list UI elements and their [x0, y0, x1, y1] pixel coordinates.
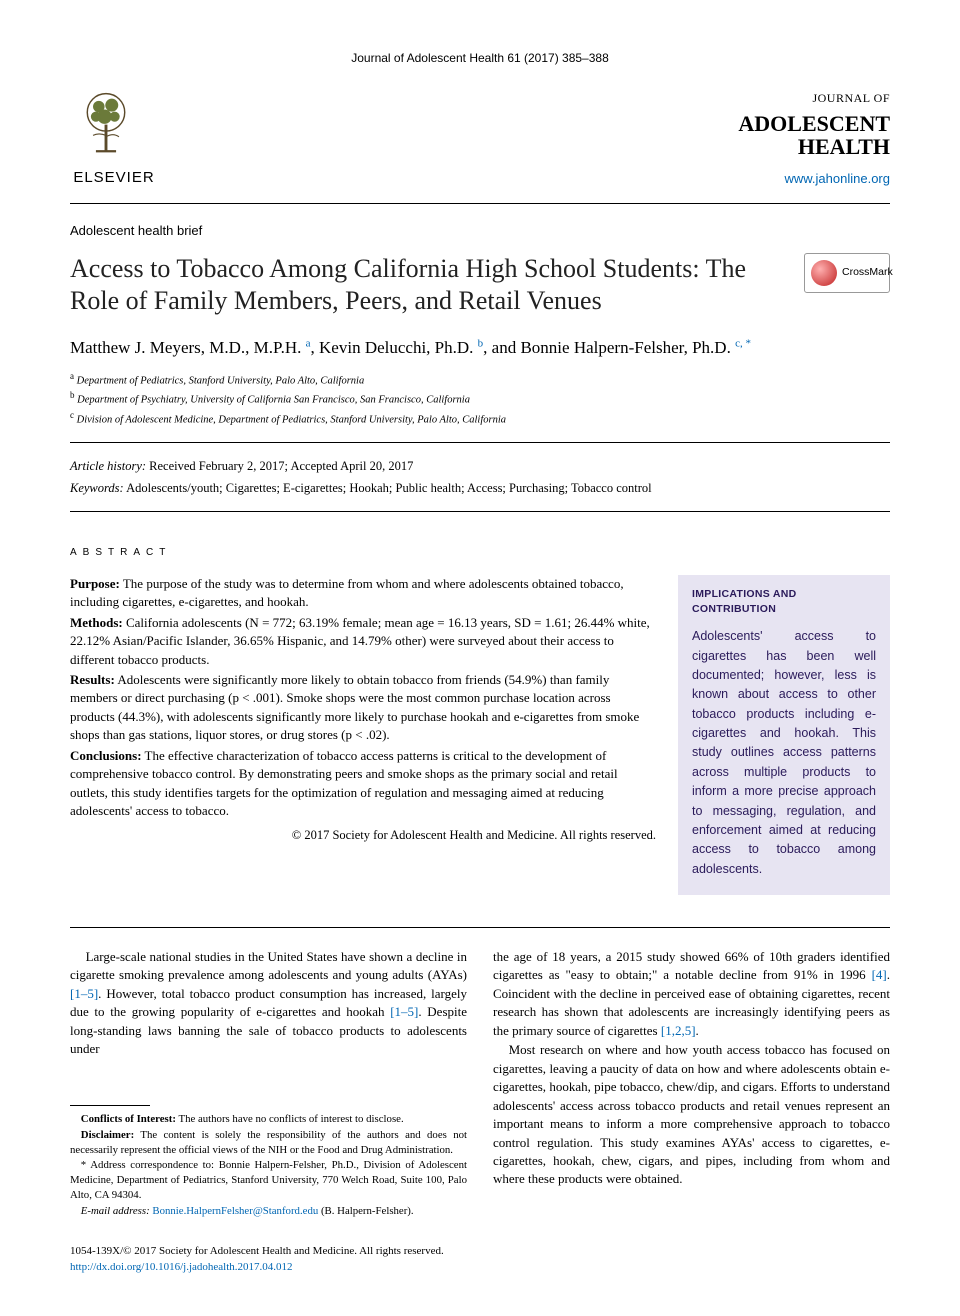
ref-link[interactable]: [1,2,5] — [661, 1023, 696, 1038]
crossmark-label: CrossMark — [842, 265, 893, 280]
conflicts-label: Conflicts of Interest: — [81, 1113, 176, 1125]
email-link[interactable]: Bonnie.HalpernFelsher@Stanford.edu — [152, 1205, 318, 1217]
keywords-line: Keywords: Adolescents/youth; Cigarettes;… — [70, 479, 890, 497]
journal-title-line1: ADOLESCENT — [738, 111, 890, 136]
abstract-copyright: © 2017 Society for Adolescent Health and… — [70, 827, 656, 845]
issn-line: 1054-139X/© 2017 Society for Adolescent … — [70, 1245, 444, 1257]
implications-box: IMPLICATIONS AND CONTRIBUTION Adolescent… — [678, 575, 890, 895]
body-paragraph-2: Most research on where and how youth acc… — [493, 1041, 890, 1189]
abs-results-label: Results: — [70, 672, 115, 687]
abs-methods-text: California adolescents (N = 772; 63.19% … — [70, 615, 650, 667]
affiliation-line: c Division of Adolescent Medicine, Depar… — [70, 409, 890, 428]
body-divider — [70, 927, 890, 928]
journal-block: JOURNAL OF ADOLESCENT HEALTH www.jahonli… — [738, 90, 890, 188]
masthead-row: ELSEVIER JOURNAL OF ADOLESCENT HEALTH ww… — [70, 85, 890, 203]
disclaimer-label: Disclaimer: — [81, 1129, 134, 1141]
affiliation-line: a Department of Pediatrics, Stanford Uni… — [70, 370, 890, 389]
article-type: Adolescent health brief — [70, 222, 890, 241]
body-columns: Large-scale national studies in the Unit… — [70, 948, 890, 1220]
ref-link[interactable]: [1–5] — [70, 986, 98, 1001]
publisher-name: ELSEVIER — [70, 167, 158, 189]
abs-methods-label: Methods: — [70, 615, 123, 630]
footnotes: Conflicts of Interest: The authors have … — [70, 1112, 467, 1219]
implications-text: Adolescents' access to cigarettes has be… — [692, 627, 876, 879]
abs-conclusions-label: Conclusions: — [70, 748, 142, 763]
elsevier-tree-icon — [70, 85, 142, 157]
crossmark-badge[interactable]: CrossMark — [804, 253, 890, 293]
journal-small-line: JOURNAL OF — [738, 90, 890, 107]
article-history: Article history: Received February 2, 20… — [70, 457, 890, 475]
abstract-heading: ABSTRACT — [70, 546, 890, 561]
divider — [70, 511, 890, 512]
abs-purpose-text: The purpose of the study was to determin… — [70, 576, 624, 609]
journal-url-link[interactable]: www.jahonline.org — [738, 170, 890, 189]
bottom-line: 1054-139X/© 2017 Society for Adolescent … — [70, 1244, 890, 1276]
running-head: Journal of Adolescent Health 61 (2017) 3… — [70, 50, 890, 67]
publisher-logo: ELSEVIER — [70, 85, 158, 188]
doi-link[interactable]: http://dx.doi.org/10.1016/j.jadohealth.2… — [70, 1261, 293, 1273]
body-paragraph-1b: the age of 18 years, a 2015 study showed… — [493, 948, 890, 1040]
abstract-body: Purpose: The purpose of the study was to… — [70, 575, 656, 845]
abstract-row: Purpose: The purpose of the study was to… — [70, 575, 890, 895]
authors-line: Matthew J. Meyers, M.D., M.P.H. a, Kevin… — [70, 336, 890, 361]
crossmark-icon — [811, 260, 837, 286]
ref-link[interactable]: [4] — [872, 967, 887, 982]
abs-results-text: Adolescents were significantly more like… — [70, 672, 639, 742]
email-person: (B. Halpern-Felsher). — [321, 1205, 414, 1217]
keywords-label: Keywords: — [70, 481, 124, 495]
affiliation-line: b Department of Psychiatry, University o… — [70, 389, 890, 408]
abs-purpose-label: Purpose: — [70, 576, 120, 591]
conflicts-text: The authors have no conflicts of interes… — [178, 1113, 403, 1125]
history-text: Received February 2, 2017; Accepted Apri… — [149, 459, 413, 473]
title-row: Access to Tobacco Among California High … — [70, 253, 890, 318]
history-label: Article history: — [70, 459, 146, 473]
divider — [70, 442, 890, 443]
keywords-text: Adolescents/youth; Cigarettes; E-cigaret… — [126, 481, 652, 495]
body-paragraph-1a: Large-scale national studies in the Unit… — [70, 948, 467, 1059]
affiliations: a Department of Pediatrics, Stanford Uni… — [70, 370, 890, 428]
email-label: E-mail address: — [81, 1205, 150, 1217]
journal-title: ADOLESCENT HEALTH — [738, 112, 890, 158]
ref-link[interactable]: [1–5] — [390, 1004, 418, 1019]
footnote-rule — [70, 1105, 150, 1106]
article-title: Access to Tobacco Among California High … — [70, 253, 786, 318]
correspondence-text: * Address correspondence to: Bonnie Halp… — [70, 1158, 467, 1203]
journal-title-line2: HEALTH — [798, 134, 890, 159]
abs-conclusions-text: The effective characterization of tobacc… — [70, 748, 618, 818]
implications-heading: IMPLICATIONS AND CONTRIBUTION — [692, 587, 876, 617]
